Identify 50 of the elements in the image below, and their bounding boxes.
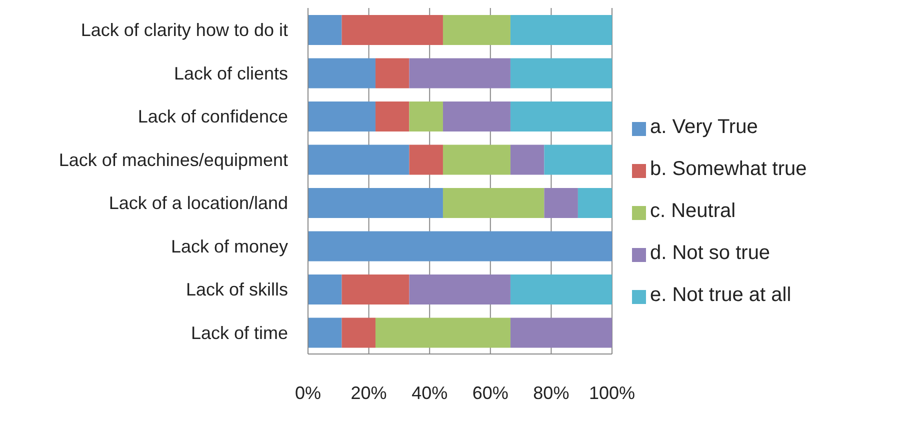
y-tick-label: Lack of money <box>170 236 288 256</box>
bar <box>442 188 544 218</box>
bar <box>375 58 410 88</box>
bar <box>375 102 410 132</box>
bar <box>578 188 612 218</box>
bar <box>342 318 376 348</box>
y-tick-label: Lack of clients <box>174 63 288 84</box>
bar <box>510 15 612 45</box>
legend-label: d. Not so true <box>650 242 770 264</box>
x-tick-label: 100% <box>588 382 636 403</box>
x-tick-label: 40% <box>412 382 448 403</box>
bar <box>308 102 376 132</box>
bar <box>409 102 443 132</box>
bar <box>342 274 410 304</box>
bar <box>544 144 612 175</box>
y-tick-label: Lack of time <box>190 322 288 343</box>
x-tick-label: 60% <box>472 382 508 403</box>
y-tick-label: Lack of skills <box>186 280 288 300</box>
bar <box>510 144 544 175</box>
legend-label: b. Somewhat true <box>650 158 807 180</box>
y-tick-label: Lack of clarity how to do it <box>80 20 288 40</box>
y-tick-label: Lack of confidence <box>138 106 288 127</box>
x-tick-label: 0% <box>294 382 322 403</box>
legend-label: e. Not true at all <box>650 284 792 306</box>
bar <box>308 318 342 348</box>
bar <box>510 58 612 88</box>
bar <box>308 274 342 304</box>
bar <box>510 318 612 348</box>
bar <box>544 188 578 218</box>
bar <box>308 58 376 88</box>
bar <box>308 231 612 262</box>
x-tick-label: 80% <box>533 382 570 403</box>
bar <box>409 144 443 175</box>
bar <box>442 15 510 45</box>
bar <box>375 318 510 348</box>
bar <box>409 58 510 88</box>
bar <box>308 188 443 218</box>
y-tick-label: Lack of machines/equipment <box>58 150 288 170</box>
x-tick-label: 20% <box>350 382 387 403</box>
bar <box>510 102 612 132</box>
legend-label: a. Very True <box>650 116 758 138</box>
bar <box>442 102 510 132</box>
bar <box>342 15 443 45</box>
bar <box>409 274 510 304</box>
bar <box>308 15 342 45</box>
bar <box>510 274 612 304</box>
bar <box>308 144 410 175</box>
y-tick-label: Lack of a location/land <box>108 193 288 214</box>
bar <box>442 144 510 175</box>
legend-label: c. Neutral <box>650 200 736 222</box>
